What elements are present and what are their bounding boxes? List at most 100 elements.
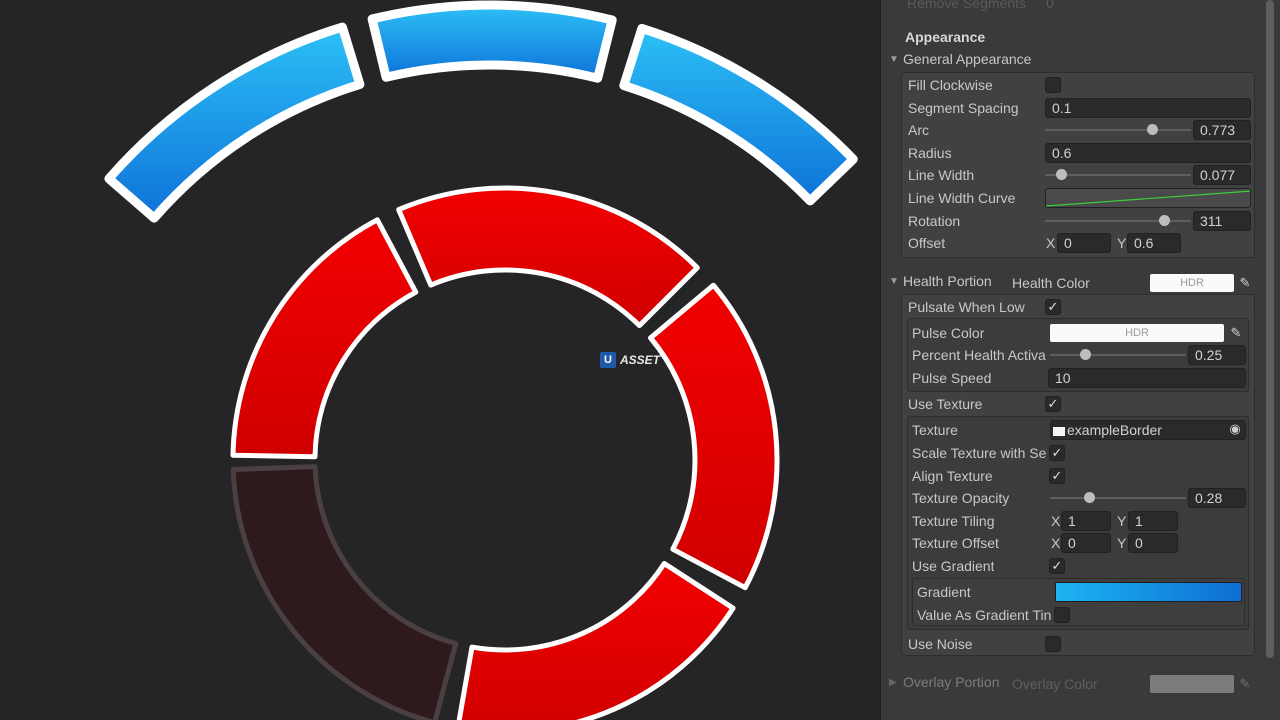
texture-row: Texture: [912, 419, 958, 441]
arc-slider-knob[interactable]: [1147, 124, 1158, 135]
use-noise-checkbox[interactable]: [1045, 636, 1061, 652]
pulse-speed-field[interactable]: 10: [1048, 368, 1246, 388]
asset-watermark: U ASSET: [600, 352, 660, 368]
percent-health-slider-track[interactable]: [1050, 354, 1186, 356]
red-segment-3: [648, 282, 780, 591]
pulsate-label: Pulsate When Low: [908, 299, 1025, 315]
percent-health-label: Percent Health Activa: [912, 347, 1046, 363]
segment-spacing-row: Segment Spacing: [908, 97, 1019, 119]
texoffset-y-field[interactable]: 0: [1128, 533, 1178, 553]
blue-segment-2: [367, 0, 617, 83]
rotation-field[interactable]: 311: [1193, 211, 1251, 231]
remove-segments-value: 0: [1046, 0, 1054, 11]
percent-health-field[interactable]: 0.25: [1188, 345, 1246, 365]
texture-object-field[interactable]: exampleBorder: [1050, 420, 1246, 440]
radius-field[interactable]: 0.6: [1045, 143, 1251, 163]
red-segment-4: [456, 561, 736, 720]
remove-segments-row: Remove Segments 0: [907, 0, 1054, 14]
arc-field[interactable]: 0.773: [1193, 120, 1251, 140]
value-as-gradient-row: Value As Gradient Tin: [917, 604, 1053, 626]
tiling-x-label: X: [1051, 513, 1061, 529]
percent-health-slider-knob[interactable]: [1080, 349, 1091, 360]
red-segment-1: [230, 217, 419, 460]
gradient-field[interactable]: [1055, 582, 1242, 602]
use-gradient-label: Use Gradient: [912, 558, 995, 574]
general-appearance-foldout[interactable]: ▼ General Appearance: [889, 48, 1031, 70]
texture-object-name: exampleBorder: [1067, 422, 1162, 438]
pulse-color-swatch[interactable]: HDR: [1050, 324, 1224, 342]
texture-opacity-slider-knob[interactable]: [1084, 492, 1095, 503]
texture-opacity-slider-track[interactable]: [1050, 497, 1186, 499]
segment-spacing-field[interactable]: 0.1: [1045, 98, 1251, 118]
red-segment-ring: [230, 185, 780, 720]
offset-x-field[interactable]: 0: [1057, 233, 1111, 253]
health-portion-title: Health Portion: [903, 273, 992, 289]
use-gradient-row: Use Gradient: [912, 555, 994, 577]
scale-texture-checkbox[interactable]: ✓: [1049, 445, 1065, 461]
inspector-scrollbar[interactable]: [1266, 0, 1274, 658]
red-segment-5: [230, 464, 459, 720]
texture-opacity-label: Texture Opacity: [912, 490, 1010, 506]
gradient-label: Gradient: [917, 584, 971, 600]
texture-opacity-field[interactable]: 0.28: [1188, 488, 1246, 508]
texture-label: Texture: [912, 422, 958, 438]
tiling-x-field[interactable]: 1: [1061, 511, 1111, 531]
use-gradient-checkbox[interactable]: ✓: [1049, 558, 1065, 574]
pulsate-row: Pulsate When Low: [908, 296, 1025, 318]
health-portion-foldout[interactable]: ▼ Health Portion: [889, 270, 992, 292]
line-width-slider-track[interactable]: [1045, 174, 1191, 176]
eyedropper-icon[interactable]: ✎: [1230, 325, 1242, 340]
radius-label: Radius: [908, 145, 952, 161]
offset-label: Offset: [908, 235, 946, 251]
eyedropper-icon[interactable]: ✎: [1239, 275, 1251, 290]
overlay-color-row: Overlay Color: [1012, 673, 1098, 695]
value-as-gradient-checkbox[interactable]: [1054, 607, 1070, 623]
pulse-speed-row: Pulse Speed: [912, 367, 991, 389]
offset-y-label: Y: [1117, 235, 1127, 251]
gradient-row: Gradient: [917, 581, 971, 603]
texoffset-x-label: X: [1051, 535, 1061, 551]
line-width-curve-row: Line Width Curve: [908, 187, 1015, 209]
object-picker-icon[interactable]: ◉: [1229, 421, 1241, 436]
texoffset-y-label: Y: [1117, 535, 1127, 551]
use-texture-checkbox[interactable]: ✓: [1045, 396, 1061, 412]
foldout-open-icon: ▼: [889, 53, 899, 65]
fill-clockwise-checkbox[interactable]: [1045, 77, 1061, 93]
align-texture-label: Align Texture: [912, 468, 993, 484]
texture-tiling-label: Texture Tiling: [912, 513, 995, 529]
rotation-slider-knob[interactable]: [1159, 215, 1170, 226]
health-color-row: Health Color: [1012, 272, 1090, 294]
line-width-curve-label: Line Width Curve: [908, 190, 1016, 206]
pulsate-checkbox[interactable]: ✓: [1045, 299, 1061, 315]
align-texture-checkbox[interactable]: ✓: [1049, 468, 1065, 484]
scene-viewport[interactable]: U ASSET: [0, 0, 880, 720]
offset-y-field[interactable]: 0.6: [1127, 233, 1181, 253]
foldout-closed-icon: ▶: [889, 676, 897, 688]
line-width-label: Line Width: [908, 167, 975, 183]
segment-spacing-label: Segment Spacing: [908, 100, 1019, 116]
overlay-color-swatch[interactable]: [1150, 675, 1234, 693]
use-noise-label: Use Noise: [908, 636, 973, 652]
use-texture-label: Use Texture: [908, 396, 983, 412]
arc-slider-track[interactable]: [1045, 129, 1191, 131]
line-width-curve-field[interactable]: [1045, 188, 1251, 208]
pulse-speed-label: Pulse Speed: [912, 370, 992, 386]
fill-clockwise-row: Fill Clockwise: [908, 74, 993, 96]
texture-opacity-row: Texture Opacity: [912, 487, 1009, 509]
health-color-label: Health Color: [1012, 275, 1090, 291]
arc-label: Arc: [908, 122, 929, 138]
line-width-slider-knob[interactable]: [1056, 169, 1067, 180]
blue-segment-3: [619, 23, 858, 206]
overlay-portion-foldout[interactable]: ▶ Overlay Portion: [889, 671, 999, 693]
pulse-color-row: Pulse Color: [912, 322, 984, 344]
health-color-swatch[interactable]: HDR: [1150, 274, 1234, 292]
rotation-slider-track[interactable]: [1045, 220, 1191, 222]
tiling-y-field[interactable]: 1: [1128, 511, 1178, 531]
eyedropper-icon[interactable]: ✎: [1239, 676, 1251, 691]
offset-row: Offset: [908, 232, 945, 254]
line-width-row: Line Width: [908, 164, 974, 186]
inspector-panel: Remove Segments 0 Appearance ▼ General A…: [880, 0, 1280, 720]
texoffset-x-field[interactable]: 0: [1061, 533, 1111, 553]
line-width-field[interactable]: 0.077: [1193, 165, 1251, 185]
appearance-title: Appearance: [905, 29, 986, 45]
